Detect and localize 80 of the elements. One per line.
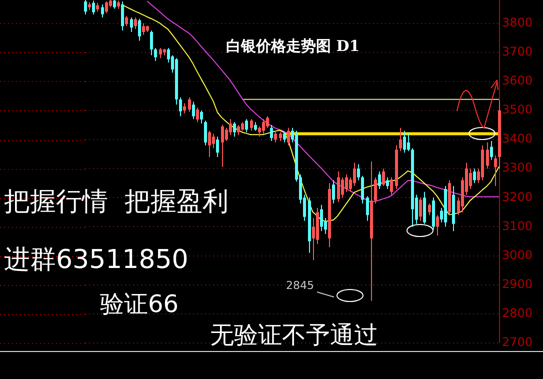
candlestick — [138, 18, 141, 42]
y-tick-label: 3100 — [502, 218, 533, 233]
annotation: 2845 — [286, 279, 314, 292]
candlestick — [229, 118, 232, 136]
candlestick — [436, 214, 439, 236]
candlestick — [337, 171, 340, 203]
candlestick — [84, 0, 87, 16]
y-tick-label: 2800 — [502, 306, 533, 320]
candlestick — [208, 130, 211, 158]
candlestick — [490, 140, 493, 160]
candlestick — [287, 127, 290, 146]
candlestick — [262, 118, 265, 134]
candlestick — [154, 47, 157, 62]
candlestick — [428, 202, 431, 216]
candlestick — [225, 127, 228, 142]
y-tick-label: 3500 — [502, 102, 533, 117]
y-tick-label: 3700 — [502, 44, 533, 58]
annotation: 把握行情 把握盈利 — [4, 187, 229, 217]
candlestick — [357, 164, 360, 181]
candlestick — [105, 0, 108, 14]
candlestick — [159, 47, 162, 59]
candlestick — [196, 107, 199, 123]
candlestick — [221, 124, 224, 168]
candlestick — [407, 133, 410, 152]
candlestick — [233, 122, 236, 138]
candlestick — [378, 171, 381, 190]
candlestick — [266, 116, 269, 128]
candlestick — [134, 16, 137, 30]
y-tick-label: 2700 — [502, 335, 533, 350]
y-tick-label: 3600 — [502, 74, 533, 88]
y-tick-label: 2900 — [502, 276, 533, 291]
candlestick — [270, 124, 273, 142]
candlestick — [332, 180, 335, 204]
candlestick — [192, 101, 195, 120]
candlestick — [245, 118, 248, 133]
candlestick — [274, 130, 277, 143]
candlestick — [101, 4, 104, 18]
candlestick — [188, 96, 191, 112]
candlestick — [130, 16, 133, 32]
candlestick — [403, 130, 406, 154]
candlestick — [283, 132, 286, 143]
candlestick — [183, 102, 186, 114]
candlestick — [150, 30, 153, 56]
candlestick — [486, 142, 489, 170]
annotation: 验证66 — [100, 290, 179, 318]
y-tick-label: 3200 — [502, 190, 533, 204]
candlestick — [386, 176, 389, 190]
candlestick — [353, 162, 356, 187]
candlestick — [250, 118, 253, 132]
y-tick-label: 3800 — [502, 15, 533, 30]
y-tick-label: 3000 — [502, 248, 533, 262]
y-tick-label: 3300 — [502, 160, 533, 175]
candlestick — [212, 133, 215, 149]
candlestick — [366, 196, 369, 222]
candlestick — [341, 176, 344, 198]
text: 白银价格走势图 D1 — [226, 36, 360, 55]
candlestick — [390, 176, 393, 196]
candlestick — [125, 15, 128, 27]
y-tick-label: 3400 — [502, 132, 533, 146]
annotation: 进群63511850 — [4, 245, 188, 275]
candlestick — [121, 0, 124, 32]
candlestick — [142, 22, 145, 36]
candlestick — [374, 176, 377, 204]
candlestick — [345, 174, 348, 192]
candlestick — [469, 168, 472, 190]
annotation: 无验证不予通过 — [210, 321, 378, 349]
candlestick — [204, 120, 207, 146]
candlestick — [494, 155, 497, 187]
candlestick — [92, 0, 95, 16]
candlestick — [473, 168, 476, 184]
candlestick — [382, 168, 385, 187]
candlestick — [361, 175, 364, 204]
candlestick — [237, 124, 240, 136]
candlestick — [200, 110, 203, 124]
candlestick — [399, 127, 402, 152]
candlestick — [179, 96, 182, 117]
candlestick — [216, 136, 219, 158]
candlestick — [320, 204, 323, 232]
candlestick — [258, 126, 261, 138]
candlestick — [419, 197, 422, 222]
